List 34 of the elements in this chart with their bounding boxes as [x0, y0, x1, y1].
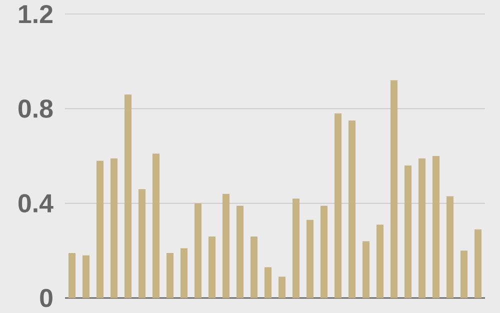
bar: [152, 154, 160, 298]
y-tick-label: 0: [40, 288, 52, 308]
bar: [306, 220, 314, 298]
y-tick-label: 1.2: [19, 4, 52, 24]
bar: [376, 224, 384, 298]
bar: [180, 248, 188, 298]
bar: [236, 206, 244, 298]
bar: [96, 160, 104, 298]
bar: [348, 120, 356, 298]
bar: [334, 113, 342, 298]
bar: [166, 253, 174, 298]
bar: [418, 158, 426, 298]
bar: [194, 203, 202, 298]
bar: [390, 80, 398, 298]
bar: [250, 236, 258, 298]
bar: [446, 196, 454, 298]
bar: [208, 236, 216, 298]
bar: [432, 156, 440, 298]
bar: [138, 189, 146, 298]
y-tick-label: 0.4: [18, 194, 54, 212]
bar: [320, 206, 328, 298]
bar: [222, 194, 230, 298]
bar: [82, 255, 90, 298]
y-tick-label: 0.8: [18, 99, 53, 118]
bar: [404, 165, 412, 298]
bar: [278, 276, 286, 298]
bar: [264, 267, 272, 298]
bar: [460, 250, 468, 298]
bar: [474, 229, 482, 298]
bar: [110, 158, 118, 298]
bar: [292, 198, 300, 298]
bar: [362, 241, 370, 298]
bar: [68, 253, 76, 298]
bar: [124, 94, 132, 298]
